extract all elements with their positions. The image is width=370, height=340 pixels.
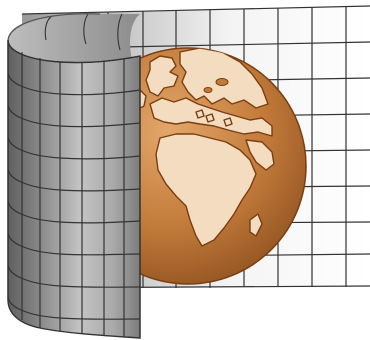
grid-sheet-icon <box>7 13 141 339</box>
